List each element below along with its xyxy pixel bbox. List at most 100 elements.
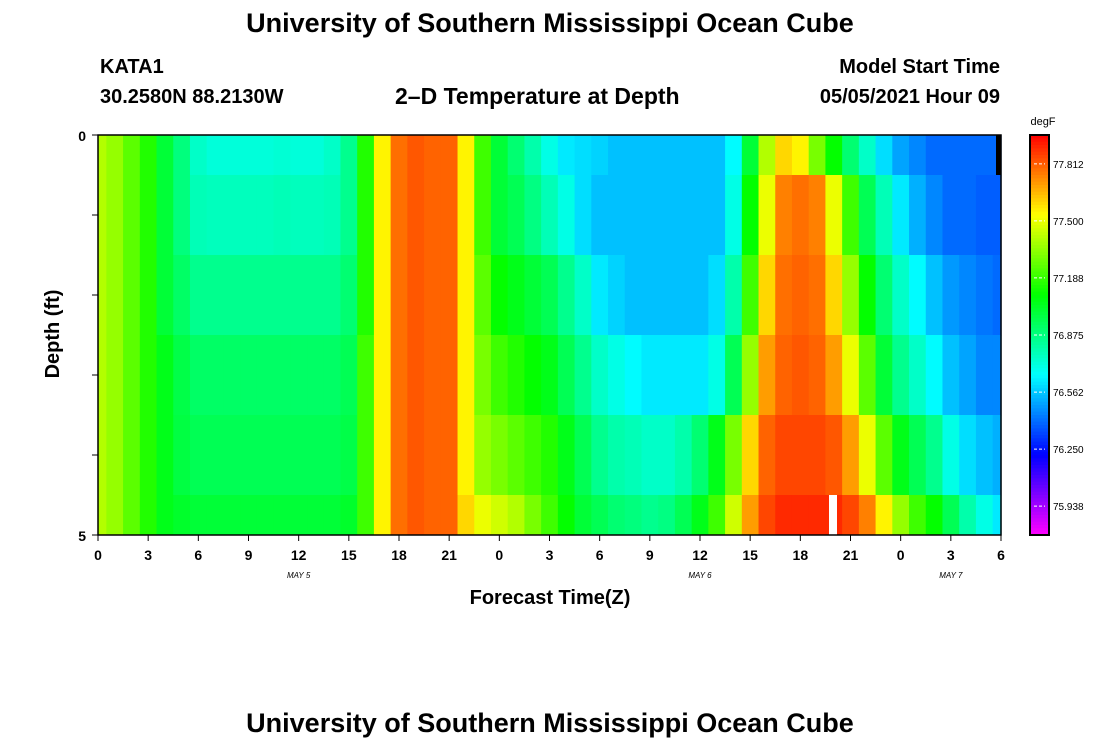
heatmap-cell (925, 255, 944, 336)
heatmap-cell (909, 255, 927, 336)
heatmap-cell (206, 175, 225, 256)
heatmap-cell (909, 135, 927, 176)
heatmap-cell (373, 175, 392, 256)
colorbar-segment (1030, 195, 1049, 199)
heatmap-cell (390, 255, 408, 336)
heatmap-cell (407, 175, 425, 256)
colorbar-segment (1030, 505, 1049, 509)
heatmap-cell (942, 415, 960, 496)
heatmap-cell (992, 335, 1002, 416)
heatmap-cell (490, 175, 509, 256)
heatmap-cell (98, 495, 107, 536)
x-tick-label: 6 (997, 547, 1005, 563)
colorbar-tick-label: 75.938 (1053, 502, 1084, 513)
colorbar-segment (1030, 295, 1049, 299)
heatmap-cell (490, 415, 509, 496)
colorbar-segment (1030, 258, 1049, 263)
colorbar-frame (1029, 134, 1050, 536)
heatmap-cell (524, 175, 542, 256)
y-tick-label: 0 (78, 128, 86, 144)
heatmap-cell (206, 335, 225, 416)
colorbar-segment (1030, 421, 1049, 426)
heatmap-cell (323, 335, 342, 416)
heatmap-cell (240, 255, 258, 336)
heatmap-cell (98, 175, 107, 256)
heatmap-cell (373, 415, 392, 496)
heatmap-cells (98, 135, 1002, 536)
colorbar-segment (1030, 141, 1049, 146)
heatmap-cell (98, 135, 107, 176)
heatmap-cell (524, 335, 542, 416)
heatmap-cell (641, 335, 659, 416)
heatmap-cell (842, 135, 860, 176)
colorbar-segment (1030, 348, 1049, 353)
heatmap-cell (925, 175, 944, 256)
date-labels: MAY 5 MAY 6 MAY 7 (287, 571, 963, 580)
heatmap-cell (273, 175, 291, 256)
heatmap-cell (240, 135, 258, 176)
colorbar-segment (1030, 145, 1049, 149)
colorbar-segment (1030, 288, 1049, 293)
heatmap-cell (457, 255, 475, 336)
heatmap-cell (390, 495, 408, 536)
heatmap-cell (357, 495, 375, 536)
colorbar-segment (1030, 478, 1049, 483)
colorbar-segment (1030, 255, 1049, 259)
heatmap-cell (658, 415, 676, 496)
heatmap-cell (925, 135, 944, 176)
colorbar-segment (1030, 418, 1049, 423)
heatmap-cell (708, 175, 726, 256)
colorbar-segment (1030, 501, 1049, 506)
colorbar-segment (1030, 401, 1049, 406)
colorbar-segment (1030, 185, 1049, 189)
heatmap-cell (775, 255, 793, 336)
heatmap-cell (123, 495, 141, 536)
heatmap-cell (340, 135, 358, 176)
heatmap-cell (791, 335, 810, 416)
heatmap-cell (139, 415, 158, 496)
heatmap-cell (975, 135, 994, 176)
colorbar-segment (1030, 495, 1049, 499)
colorbar-segment (1030, 481, 1049, 486)
heatmap-cell (925, 495, 944, 536)
station-id: KATA1 (100, 56, 164, 78)
heatmap-cell (725, 335, 743, 416)
x-tick-label: 21 (441, 547, 457, 563)
heatmap-cell (858, 255, 877, 336)
colorbar-segment (1030, 231, 1049, 236)
heatmap-cell (574, 415, 592, 496)
colorbar-segment (1030, 191, 1049, 196)
heatmap-cell (373, 335, 392, 416)
heatmap-cell (440, 175, 459, 256)
heatmap-cell (925, 415, 944, 496)
heatmap-cell (474, 135, 492, 176)
colorbar-segment (1030, 528, 1049, 533)
heatmap-cell (323, 175, 342, 256)
heatmap-cell (98, 255, 107, 336)
heatmap-cell (959, 335, 977, 416)
heatmap-cell (858, 135, 877, 176)
colorbar-segment (1030, 271, 1049, 276)
colorbar-segment (1030, 485, 1049, 489)
x-tick-label: 15 (341, 547, 357, 563)
heatmap-cell (373, 135, 392, 176)
heatmap-cell (674, 495, 693, 536)
colorbar-segment (1030, 335, 1049, 339)
colorbar-segment (1030, 448, 1049, 453)
heatmap-cell (340, 335, 358, 416)
heatmap-cell (290, 415, 308, 496)
heatmap-cell (156, 175, 174, 256)
heatmap-cell (574, 135, 592, 176)
colorbar-segment (1030, 261, 1049, 266)
missing-data-gap (996, 135, 1001, 175)
colorbar-segment (1030, 471, 1049, 476)
heatmap-cell (524, 415, 542, 496)
heatmap-cell (256, 255, 275, 336)
heatmap-cell (189, 495, 208, 536)
colorbar-segment (1030, 301, 1049, 306)
heatmap-cell (775, 335, 793, 416)
heatmap-cell (123, 135, 141, 176)
heatmap-cell (156, 495, 174, 536)
heatmap-cell (825, 335, 843, 416)
heatmap-cell (173, 415, 191, 496)
